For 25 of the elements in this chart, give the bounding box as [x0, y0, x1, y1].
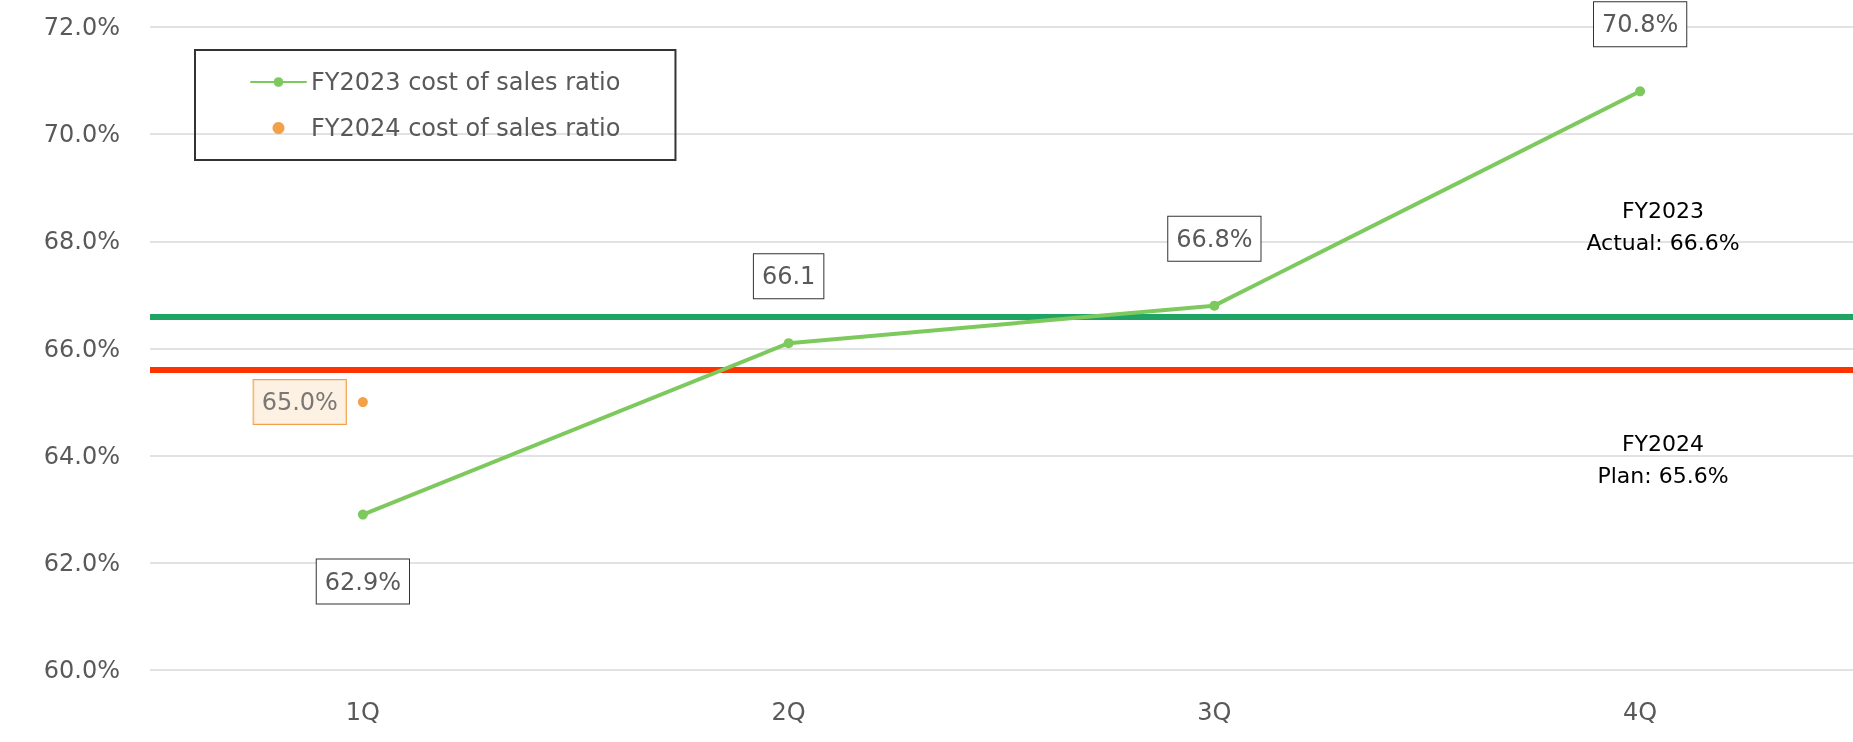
y-tick-label: 64.0% [43, 441, 120, 470]
x-tick-label: 1Q [345, 698, 380, 726]
x-tick-label: 3Q [1197, 698, 1232, 726]
y-tick-label: 68.0% [43, 227, 120, 256]
x-tick-label: 4Q [1623, 698, 1658, 726]
point [1209, 300, 1220, 311]
data-label: 66.1 [761, 262, 816, 291]
ref-line-label: FY2023 Actual: 66.6% [1586, 197, 1740, 255]
point [783, 338, 794, 349]
ref-line-label: FY2024 Plan: 65.6% [1597, 431, 1729, 489]
point [357, 509, 368, 520]
y-tick-label: 70.0% [43, 120, 120, 149]
data-label: 65.0% [261, 388, 338, 417]
y-tick-label: 60.0% [43, 656, 120, 684]
y-tick-label: 72.0% [43, 13, 120, 41]
y-tick-label: 62.0% [43, 548, 120, 577]
point [1635, 86, 1646, 97]
x-tick-label: 2Q [771, 698, 806, 726]
y-tick-label: 66.0% [43, 334, 120, 363]
legend-label: FY2024 cost of sales ratio [311, 114, 621, 142]
data-label: 62.9% [324, 567, 401, 596]
legend-label: FY2023 cost of sales ratio [311, 68, 621, 96]
data-label: 70.8% [1602, 10, 1679, 39]
data-label: 66.8% [1176, 224, 1253, 253]
point [357, 397, 368, 408]
